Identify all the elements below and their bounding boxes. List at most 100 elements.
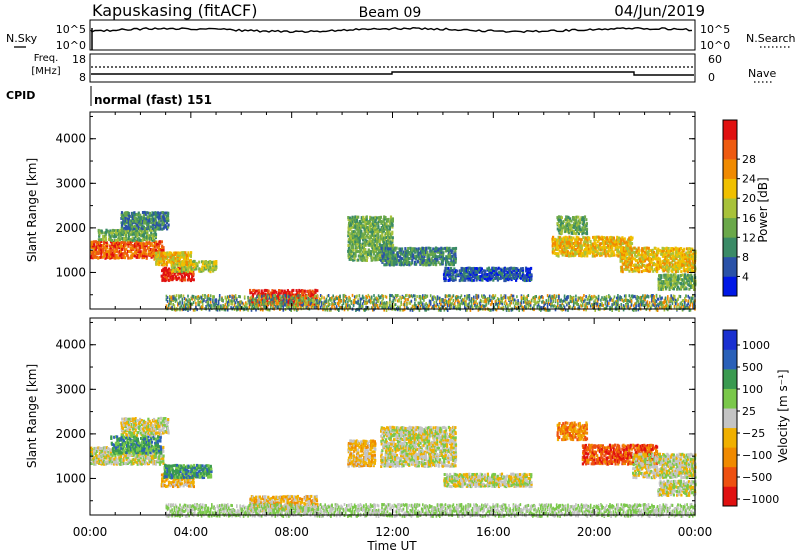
- echo-cell: [391, 236, 394, 240]
- echo-cell: [661, 265, 665, 269]
- echo-cell: [197, 303, 199, 307]
- echo-cell: [309, 302, 312, 306]
- echo-cell: [579, 228, 583, 232]
- echo-cell: [595, 253, 599, 257]
- echo-cell: [358, 230, 361, 234]
- echo-cell: [236, 305, 238, 309]
- echo-cell: [145, 256, 148, 260]
- echo-cell: [452, 299, 455, 302]
- echo-cell: [612, 250, 615, 254]
- echo-cell: [284, 298, 287, 301]
- echo-cell: [395, 255, 399, 259]
- echo-cell: [434, 246, 438, 250]
- echo-cell: [167, 272, 171, 276]
- echo-cell: [369, 249, 372, 253]
- echo-cell: [401, 257, 404, 261]
- echo-cell: [434, 304, 437, 308]
- echo-cell: [97, 256, 100, 260]
- echo-cell: [313, 298, 315, 302]
- echo-cell: [373, 250, 376, 254]
- echo-cell: [172, 268, 175, 272]
- echo-cell: [621, 268, 624, 272]
- echo-cell: [279, 291, 282, 295]
- echo-cell: [137, 236, 140, 240]
- echo-cell: [647, 251, 650, 255]
- echo-cell: [351, 234, 354, 238]
- echo-cell: [186, 298, 188, 302]
- echo-cell: [389, 247, 392, 251]
- echo-cell: [139, 227, 142, 231]
- echo-cell: [489, 277, 492, 280]
- echo-cell: [176, 264, 179, 267]
- echo-cell: [166, 271, 169, 275]
- echo-cell: [133, 211, 136, 215]
- echo-cell: [371, 219, 374, 223]
- echo-cell: [120, 227, 123, 231]
- echo-cell: [318, 297, 321, 301]
- echo-cell: [350, 221, 353, 225]
- echo-cell: [422, 260, 425, 264]
- echo-cell: [258, 301, 261, 304]
- echo-cell: [274, 294, 277, 298]
- echo-cell: [377, 220, 380, 224]
- echo-cell: [116, 242, 120, 246]
- echo-cell: [408, 250, 411, 254]
- echo-cell: [493, 269, 496, 273]
- echo-cell: [373, 308, 375, 312]
- echo-cell: [318, 302, 321, 306]
- echo-cell: [615, 253, 618, 257]
- echo-cell: [359, 256, 362, 260]
- echo-cell: [629, 241, 632, 245]
- echo-cell: [434, 261, 437, 265]
- echo-cell: [183, 253, 186, 256]
- echo-cell: [484, 272, 487, 276]
- echo-cell: [359, 220, 362, 223]
- echo-cell: [316, 289, 319, 293]
- echo-cell: [349, 242, 352, 246]
- echo-cell: [353, 256, 356, 260]
- echo-cell: [361, 250, 364, 254]
- echo-cell: [266, 291, 270, 295]
- echo-cell: [182, 294, 185, 298]
- echo-cell: [620, 249, 623, 252]
- echo-cell: [340, 305, 342, 309]
- echo-cell: [574, 221, 577, 225]
- echo-cell: [208, 308, 211, 312]
- echo-cell: [567, 241, 570, 245]
- echo-cell: [503, 273, 507, 277]
- echo-cell: [121, 229, 124, 233]
- echo-cell: [575, 248, 578, 252]
- echo-cell: [582, 243, 585, 247]
- echo-cell: [403, 300, 406, 304]
- echo-cell: [569, 223, 572, 227]
- echo-cell: [162, 221, 165, 225]
- echo-cell: [488, 272, 491, 276]
- echo-cell: [95, 241, 99, 244]
- echo-cell: [146, 221, 149, 225]
- echo-cell: [680, 247, 683, 250]
- echo-cell: [592, 251, 595, 255]
- echo-cell: [419, 247, 422, 251]
- echo-cell: [400, 251, 403, 255]
- echo-cell: [171, 257, 174, 261]
- echo-cell: [148, 246, 151, 250]
- echo-cell: [583, 254, 586, 258]
- echo-cell: [573, 222, 576, 226]
- echo-cell: [576, 238, 579, 241]
- echo-cell: [338, 303, 340, 307]
- echo-cell: [339, 301, 341, 305]
- echo-cell: [209, 265, 212, 269]
- echo-cell: [364, 220, 367, 224]
- echo-cell: [110, 252, 113, 256]
- echo-cell: [390, 218, 393, 221]
- echo-cell: [184, 257, 187, 261]
- echo-cell: [419, 301, 422, 305]
- echo-cell: [444, 268, 447, 272]
- echo-cell: [140, 226, 143, 230]
- echo-cell: [360, 254, 363, 258]
- echo-cell: [332, 294, 334, 298]
- echo-cell: [187, 300, 189, 304]
- echo-cell: [574, 228, 578, 232]
- echo-cell: [672, 287, 675, 291]
- echo-cell: [684, 257, 687, 261]
